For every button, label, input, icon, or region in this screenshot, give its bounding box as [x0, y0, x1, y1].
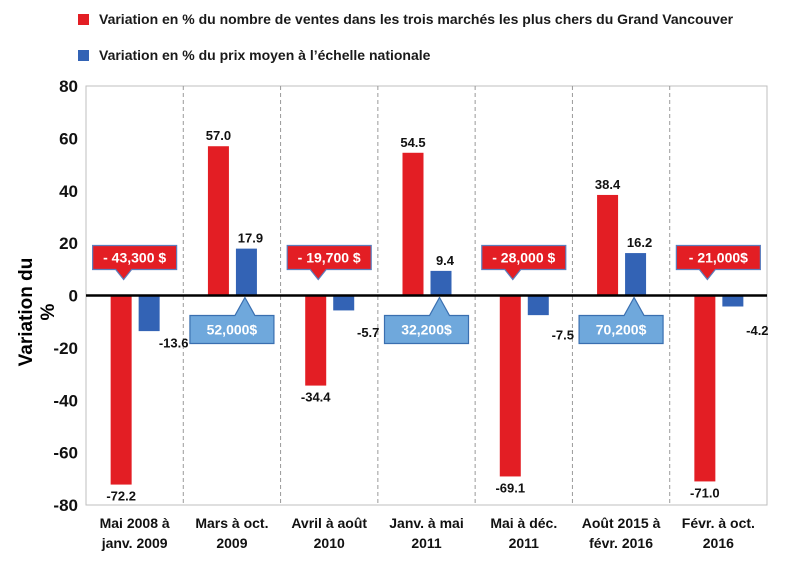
- callout-decrease: [675, 244, 761, 281]
- callout-increase: [578, 296, 664, 345]
- x-tick-label: Févr. à oct. 2016: [682, 515, 755, 551]
- x-tick-label: Mars à oct. 2009: [195, 515, 268, 551]
- data-label-price: -13.6: [159, 335, 189, 350]
- legend-item-price: Variation en % du prix moyen à l’échelle…: [78, 44, 733, 66]
- y-tick-label: 40: [59, 182, 78, 201]
- data-label-sales: -34.4: [301, 390, 331, 405]
- callout-decrease-label: - 19,700 $: [298, 250, 361, 266]
- legend-label-sales: Variation en % du nombre de ventes dans …: [99, 11, 734, 27]
- x-tick-label: Janv. à mai 2011: [389, 515, 463, 551]
- data-label-price: 9.4: [436, 253, 455, 268]
- bar-price: [138, 295, 160, 332]
- callout-increase-label: 70,200$: [596, 322, 647, 338]
- bar-price: [722, 295, 744, 307]
- data-label-price: -5.7: [357, 325, 379, 340]
- y-tick-label: 80: [59, 77, 78, 96]
- y-tick-label: -60: [53, 444, 78, 463]
- legend: Variation en % du nombre de ventes dans …: [78, 8, 733, 80]
- y-tick-label: -20: [53, 339, 78, 358]
- y-tick-label: 60: [59, 129, 78, 148]
- callout-increase: [383, 296, 470, 345]
- data-label-price: 16.2: [627, 235, 652, 250]
- bar-sales: [597, 194, 619, 296]
- bar-price: [333, 295, 355, 311]
- callout-decrease: [481, 244, 567, 281]
- bar-sales: [694, 295, 716, 482]
- y-tick-label: -40: [53, 391, 78, 410]
- x-tick-label: Août 2015 à févr. 2016: [582, 515, 661, 551]
- data-label-price: -4.2: [746, 323, 768, 338]
- callout-decrease-label: - 28,000 $: [492, 250, 555, 266]
- bar-price: [625, 253, 647, 296]
- bar-price: [527, 295, 549, 316]
- bar-price: [430, 270, 452, 296]
- data-label-sales: -72.2: [106, 489, 136, 504]
- legend-swatch-sales: [78, 13, 89, 25]
- bar-sales: [305, 295, 327, 386]
- data-label-price: 17.9: [238, 231, 263, 246]
- data-label-sales: -69.1: [495, 480, 525, 495]
- legend-swatch-price: [78, 49, 89, 61]
- x-tick-label: Avril à août 2010: [291, 515, 367, 551]
- y-tick-label: 20: [59, 234, 78, 253]
- legend-label-price: Variation en % du prix moyen à l’échelle…: [99, 47, 431, 63]
- bar-sales: [207, 146, 229, 296]
- x-tick-label: Mai 2008 à janv. 2009: [100, 515, 170, 551]
- data-label-price: -7.5: [552, 327, 574, 342]
- bar-price: [235, 248, 257, 296]
- data-label-sales: 38.4: [595, 177, 621, 192]
- x-tick-label: Mai à déc. 2011: [490, 515, 557, 551]
- callout-decrease-label: - 43,300 $: [103, 250, 166, 266]
- data-label-sales: 57.0: [206, 128, 231, 143]
- callout-increase: [189, 296, 275, 345]
- bar-sales: [110, 295, 132, 485]
- bar-sales: [499, 295, 521, 477]
- callout-increase-label: 52,000$: [207, 322, 258, 338]
- legend-item-sales: Variation en % du nombre de ventes dans …: [78, 8, 733, 30]
- bar-sales: [402, 152, 424, 296]
- callout-decrease: [286, 244, 372, 281]
- callout-increase-label: 32,200$: [401, 322, 452, 338]
- callout-decrease: [92, 244, 178, 281]
- y-tick-label: -80: [53, 496, 78, 515]
- data-label-sales: -71.0: [690, 485, 720, 500]
- data-label-sales: 54.5: [400, 135, 425, 150]
- y-tick-label: 0: [69, 287, 78, 306]
- callout-decrease-label: - 21,000$: [689, 250, 748, 266]
